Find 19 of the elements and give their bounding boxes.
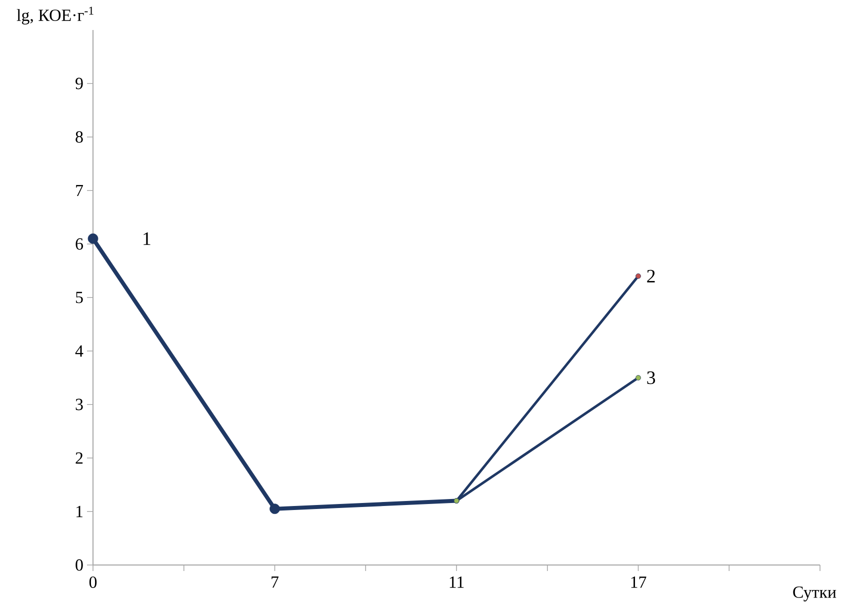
y-tick-label: 3 (76, 398, 83, 410)
x-tick-label: 0 (89, 576, 97, 588)
y-tick-label: 2 (76, 452, 83, 464)
text: 1 (144, 232, 150, 245)
x-axis-title: Сутки (793, 586, 836, 602)
y-tick-label: 9 (76, 78, 83, 90)
y-tick-label: 5 (76, 292, 83, 304)
y-tick-label: 0 (76, 559, 83, 571)
x-tick-label: 11 (450, 576, 464, 588)
x-tick-label: 7 (272, 576, 278, 588)
y-tick-label: 4 (75, 345, 84, 357)
series-label: 3 (647, 371, 656, 384)
y-tick-label: 1 (76, 506, 82, 518)
y-tick-label: 7 (76, 184, 83, 196)
x-tick-label: 17 (631, 576, 646, 588)
series-label: 2 (647, 270, 655, 282)
y-tick-label: 8 (76, 131, 83, 143)
y-axis-title: lg, КОЕ·г$^{-1}$ (16, 6, 94, 24)
y-tick-label: 6 (76, 238, 83, 250)
